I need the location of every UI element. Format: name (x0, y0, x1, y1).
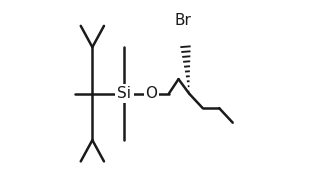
Text: O: O (145, 86, 157, 101)
Text: Br: Br (175, 12, 192, 27)
Text: Si: Si (117, 86, 131, 101)
